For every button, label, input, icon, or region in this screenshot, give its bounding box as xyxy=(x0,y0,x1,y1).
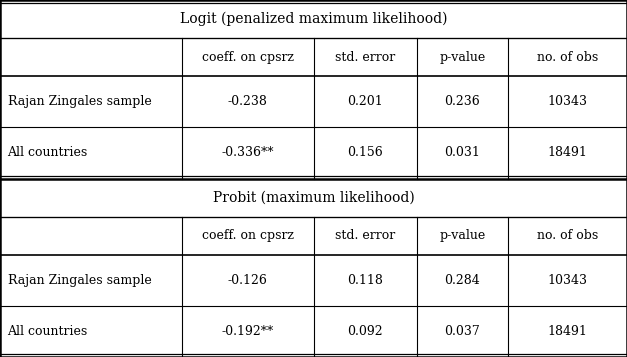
Text: 0.092: 0.092 xyxy=(347,325,383,338)
Text: 0.031: 0.031 xyxy=(445,146,480,160)
Text: std. error: std. error xyxy=(335,229,396,242)
Text: Rajan Zingales sample: Rajan Zingales sample xyxy=(8,274,151,287)
Text: 18491: 18491 xyxy=(547,146,587,160)
Text: 10343: 10343 xyxy=(547,95,587,109)
Text: -0.126: -0.126 xyxy=(228,274,268,287)
Text: Logit (penalized maximum likelihood): Logit (penalized maximum likelihood) xyxy=(180,12,447,26)
Text: no. of obs: no. of obs xyxy=(537,51,598,64)
Text: All countries: All countries xyxy=(8,325,88,338)
Text: 10343: 10343 xyxy=(547,274,587,287)
Text: 0.284: 0.284 xyxy=(445,274,480,287)
Text: All countries: All countries xyxy=(8,146,88,160)
Text: coeff. on cpsrz: coeff. on cpsrz xyxy=(202,229,293,242)
Text: no. of obs: no. of obs xyxy=(537,229,598,242)
Text: coeff. on cpsrz: coeff. on cpsrz xyxy=(202,51,293,64)
Text: 0.201: 0.201 xyxy=(347,95,383,109)
Text: -0.238: -0.238 xyxy=(228,95,268,109)
Text: std. error: std. error xyxy=(335,51,396,64)
Text: 0.118: 0.118 xyxy=(347,274,383,287)
Text: 0.037: 0.037 xyxy=(445,325,480,338)
Text: 18491: 18491 xyxy=(547,325,587,338)
Text: 0.156: 0.156 xyxy=(347,146,383,160)
Text: Rajan Zingales sample: Rajan Zingales sample xyxy=(8,95,151,109)
Text: p-value: p-value xyxy=(440,229,485,242)
Text: -0.192**: -0.192** xyxy=(221,325,274,338)
Text: p-value: p-value xyxy=(440,51,485,64)
Text: 0.236: 0.236 xyxy=(445,95,480,109)
Text: Probit (maximum likelihood): Probit (maximum likelihood) xyxy=(213,191,414,205)
Text: -0.336**: -0.336** xyxy=(221,146,274,160)
